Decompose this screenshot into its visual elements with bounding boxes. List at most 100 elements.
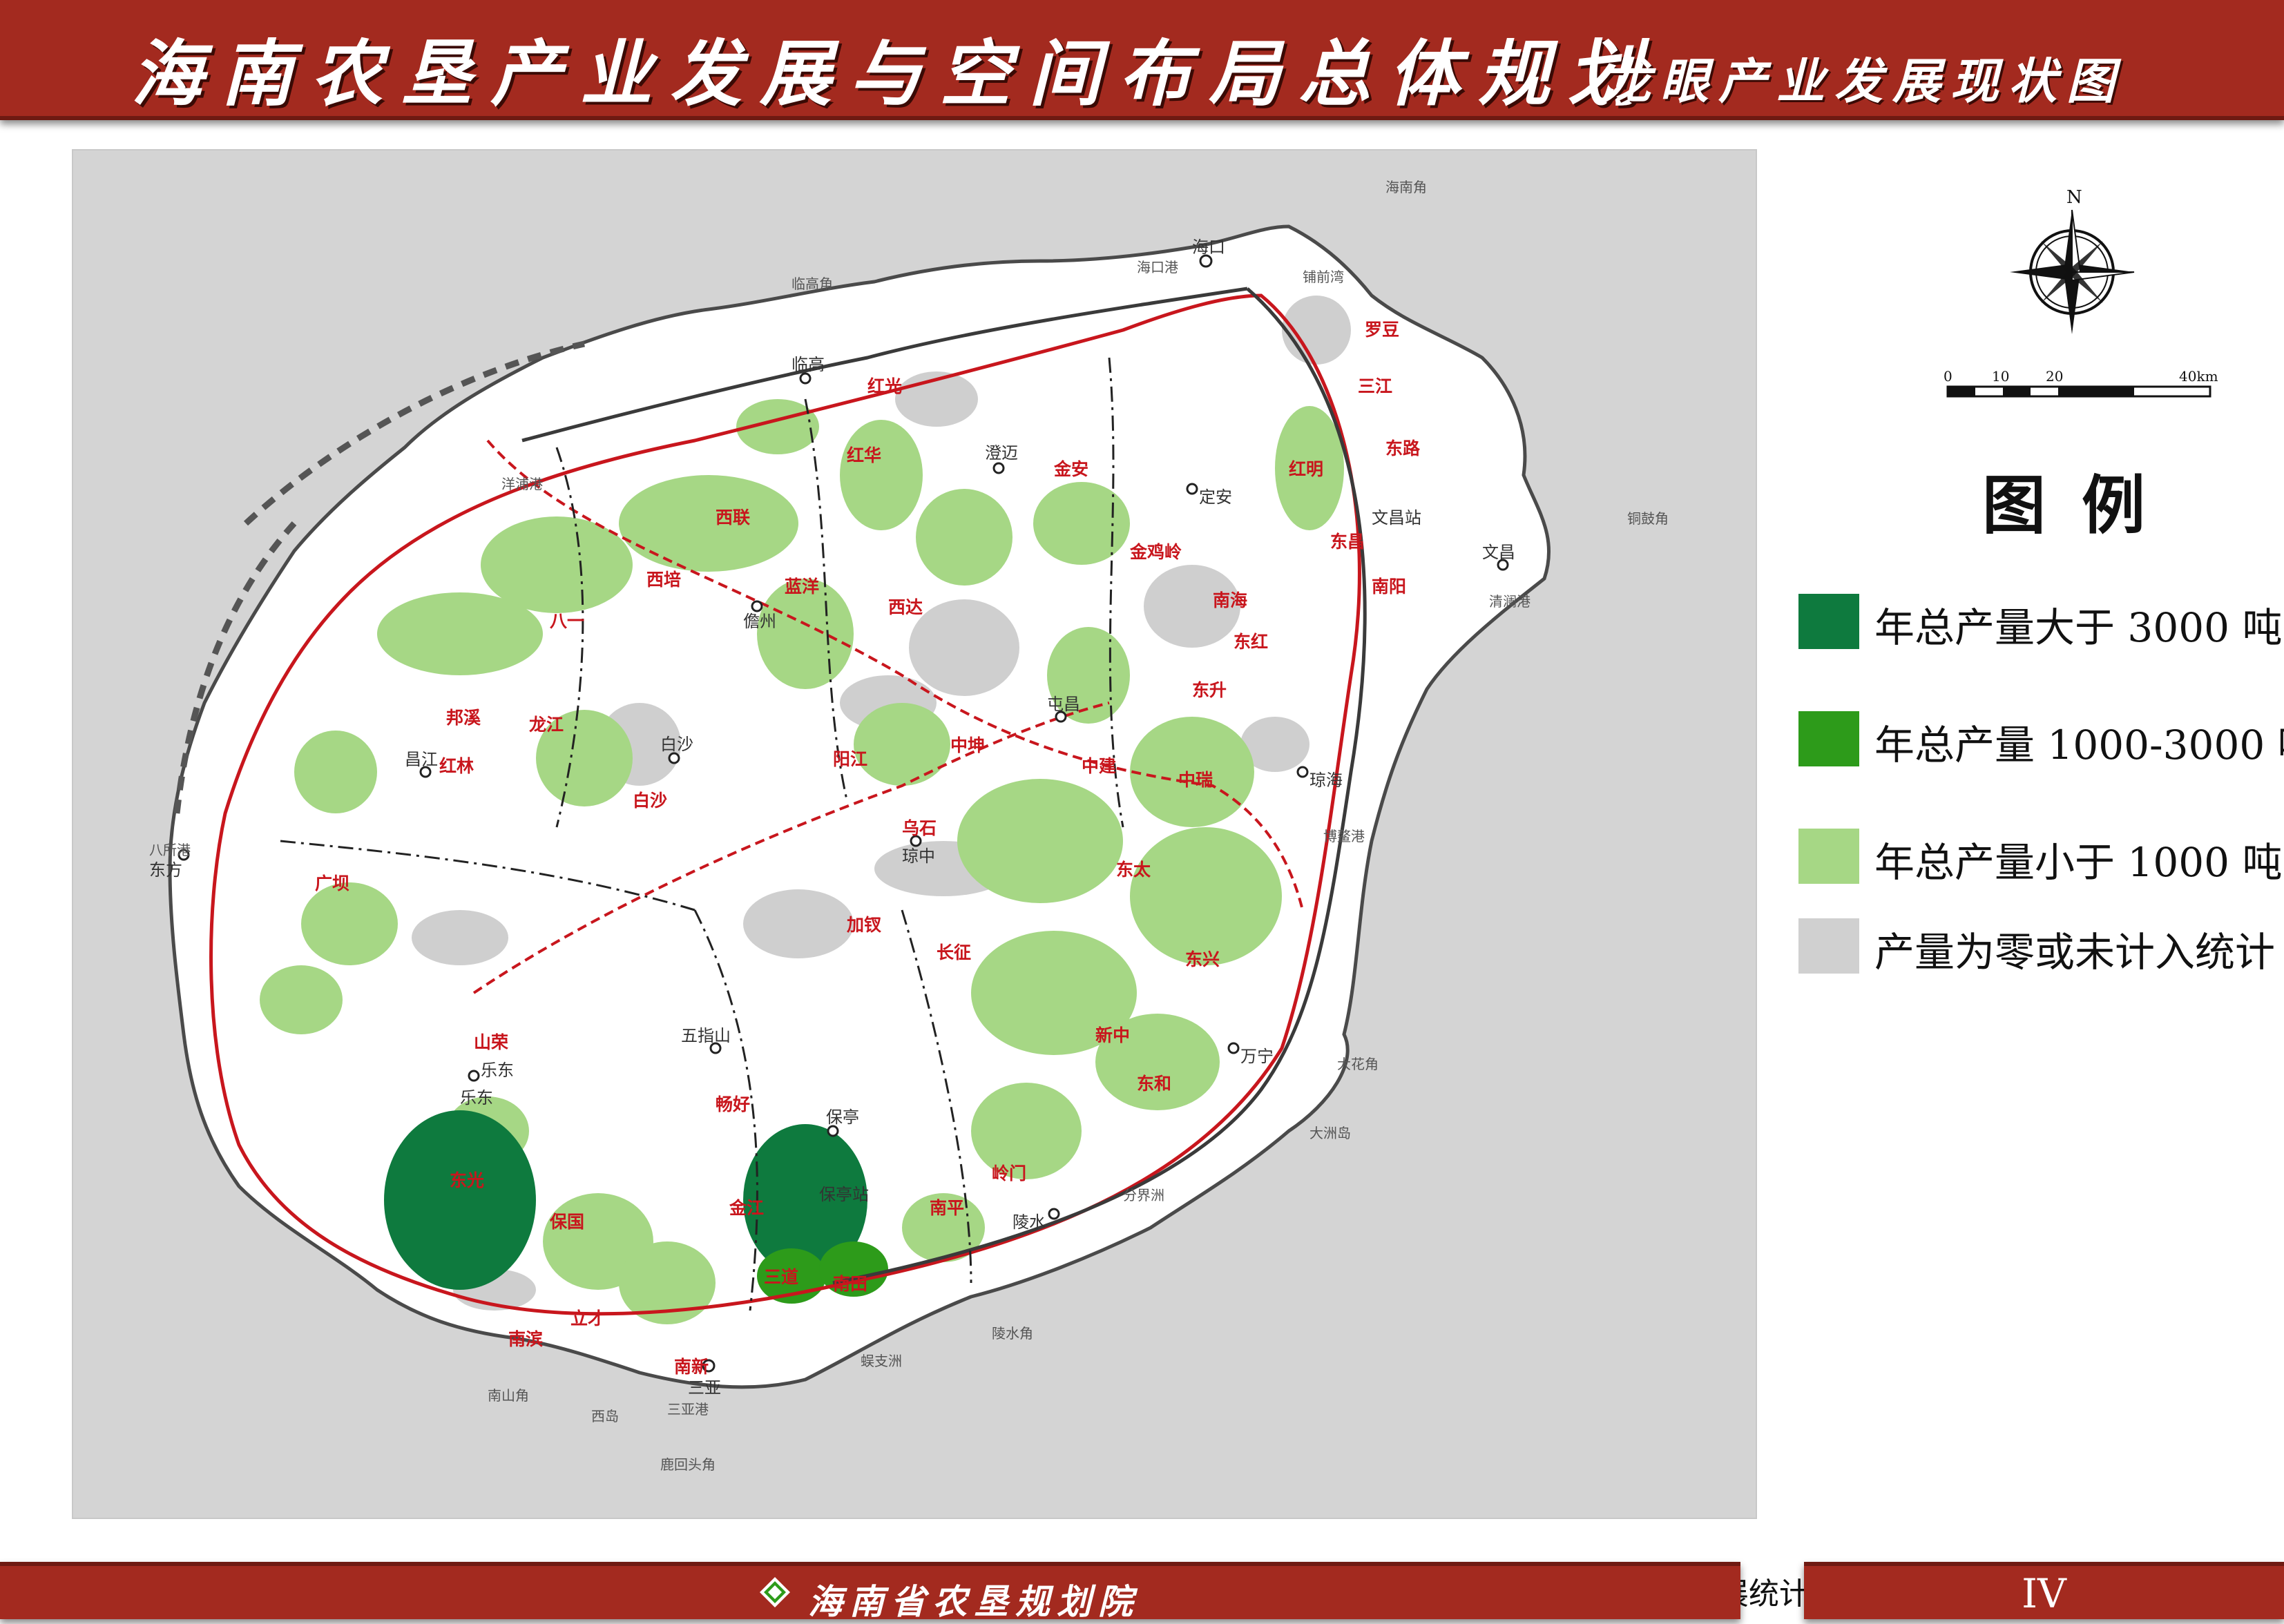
svg-text:海口港: 海口港 — [1137, 259, 1178, 276]
city-lingao: 临高 — [791, 355, 825, 385]
railways — [521, 287, 1367, 1285]
svg-text:三亚: 三亚 — [688, 1378, 721, 1398]
city-sanya: 三亚 — [688, 1359, 721, 1398]
farm-label: 立才 — [570, 1308, 605, 1328]
page-number-banner: IV — [1804, 1562, 2284, 1619]
county-boundaries — [280, 357, 1124, 1311]
legend-title: 图例 — [1982, 469, 2182, 543]
svg-text:40km: 40km — [2179, 368, 2218, 385]
farm-label: 蓝洋 — [785, 577, 819, 597]
svg-text:屯昌: 屯昌 — [1047, 695, 1080, 714]
farm-labels: 罗豆 三江 东路 红明 东昌 南阳 红光 红华 西联 西培 八一 蓝洋 西达 金… — [315, 320, 1421, 1377]
legend-swatch — [1798, 711, 1859, 766]
map-panel: 海口 临高 澄迈 定安 文昌 儋州 屯昌 琼海 白沙 琼中 万宁 昌江 东方 乐… — [72, 149, 1870, 1612]
city-baisha: 白沙 — [660, 735, 693, 764]
svg-text:琼中: 琼中 — [902, 847, 935, 866]
legend-label: 年总产量大于 3000 吨 — [1874, 604, 2283, 651]
city-qionghai: 琼海 — [1296, 766, 1343, 790]
farm-label: 南田 — [833, 1274, 867, 1294]
legend-label: 年总产量小于 1000 吨 — [1874, 839, 2283, 886]
title-banner: 海南农垦产业发展与空间布局总体规划 龙眼产业发展现状图 — [0, 0, 2284, 120]
farm-label: 东红 — [1234, 632, 1268, 652]
farm-label: 红明 — [1289, 459, 1323, 479]
farm-label: 中建 — [1082, 756, 1116, 776]
legend-label: 年总产量 1000-3000 吨 — [1874, 722, 2284, 768]
svg-text:博鳌港: 博鳌港 — [1323, 828, 1365, 844]
farm-label: 南新 — [674, 1357, 709, 1377]
svg-text:陵水: 陵水 — [1013, 1212, 1046, 1232]
city-baoting: 保亭 — [826, 1108, 859, 1137]
farm-label: 东兴 — [1185, 949, 1220, 969]
svg-text:南山角: 南山角 — [488, 1387, 529, 1404]
svg-text:文昌站: 文昌站 — [1372, 508, 1421, 528]
expressway — [209, 293, 1361, 1316]
svg-text:五指山: 五指山 — [681, 1026, 731, 1045]
farm-label: 南平 — [930, 1198, 964, 1218]
farm-label: 西联 — [716, 508, 750, 528]
svg-text:海南角: 海南角 — [1385, 179, 1427, 195]
svg-text:洋浦港: 洋浦港 — [501, 476, 543, 492]
legend-label: 产量为零或未计入统计 — [1874, 929, 2276, 976]
organization-name: 海南省农垦规划院 — [808, 1581, 1140, 1622]
over-3000-areas — [384, 1110, 867, 1290]
svg-text:铜鼓角: 铜鼓角 — [1627, 510, 1669, 527]
city-wanning: 万宁 — [1227, 1042, 1274, 1066]
svg-text:临高角: 临高角 — [791, 276, 833, 292]
zero-production-areas — [412, 296, 1351, 1311]
legend-item-1000-3000: 年总产量 1000-3000 吨 — [1798, 711, 2284, 768]
planned-roads — [472, 439, 1304, 994]
farm-label: 邦溪 — [446, 708, 481, 728]
farm-label: 西达 — [888, 597, 923, 617]
city-changjiang: 昌江 — [405, 750, 438, 778]
farm-label: 加钗 — [846, 915, 881, 935]
svg-text:定安: 定安 — [1199, 487, 1232, 507]
city-danzhou: 儋州 — [743, 600, 776, 631]
sea-labels: 海南角 铺前湾 海口港 临高角 洋浦港 八所港 铜鼓角 清澜港 博鳌港 大花角 … — [149, 179, 1669, 1473]
city-wuzhishan: 五指山 — [681, 1026, 731, 1054]
legend-swatch — [1798, 918, 1859, 974]
svg-text:海口: 海口 — [1192, 238, 1225, 257]
farm-label: 东和 — [1137, 1074, 1171, 1094]
city-dongfang: 东方 — [149, 849, 190, 880]
farm-label: 南海 — [1213, 590, 1247, 610]
svg-text:儋州: 儋州 — [743, 612, 776, 631]
compass-rose-icon: N — [2010, 187, 2135, 334]
farm-label: 三道 — [764, 1267, 798, 1287]
page-number: IV — [2022, 1570, 2066, 1617]
svg-text:大花角: 大花角 — [1337, 1056, 1379, 1072]
city-dingan: 定安 — [1186, 483, 1232, 507]
city-markers: 海口 临高 澄迈 定安 文昌 儋州 屯昌 琼海 白沙 琼中 万宁 昌江 东方 乐… — [149, 238, 1515, 1398]
farm-label: 西培 — [646, 570, 681, 590]
legend-swatch — [1798, 829, 1859, 884]
legend-swatch — [1798, 594, 1859, 649]
svg-text:20: 20 — [2046, 368, 2063, 385]
svg-text:铺前湾: 铺前湾 — [1303, 269, 1344, 285]
farm-label: 中坤 — [950, 735, 985, 755]
main-title: 海南农垦产业发展与空间布局总体规划 — [131, 31, 1658, 116]
farm-label: 东升 — [1192, 680, 1227, 700]
farm-label: 南阳 — [1372, 577, 1406, 597]
scale-bar: 0 10 20 40km — [1944, 368, 2218, 398]
svg-text:0: 0 — [1944, 368, 1952, 385]
farm-label: 东路 — [1385, 438, 1421, 458]
farm-label: 东太 — [1116, 860, 1151, 880]
city-haikou: 海口 — [1192, 238, 1225, 268]
map-subtitle: 龙眼产业发展现状图 — [1602, 52, 2124, 110]
svg-text:保亭: 保亭 — [826, 1108, 859, 1127]
svg-text:10: 10 — [1992, 368, 2009, 385]
farm-label: 新中 — [1095, 1025, 1130, 1045]
island-landmass — [168, 224, 1551, 1389]
svg-text:东方: 东方 — [149, 860, 182, 880]
svg-text:三亚港: 三亚港 — [667, 1401, 709, 1418]
legend-item-zero: 产量为零或未计入统计 — [1798, 918, 2275, 976]
svg-text:八所港: 八所港 — [149, 842, 191, 858]
svg-text:临高: 临高 — [791, 355, 825, 374]
svg-text:乐东: 乐东 — [481, 1061, 514, 1080]
svg-text:乐东: 乐东 — [460, 1088, 493, 1108]
city-wenchang: 文昌 — [1482, 543, 1515, 571]
farm-label: 畅好 — [716, 1094, 750, 1114]
farm-label: 罗豆 — [1365, 320, 1399, 340]
city-ledong: 乐东 — [468, 1061, 514, 1082]
svg-text:澄迈: 澄迈 — [985, 443, 1018, 463]
svg-text:西岛: 西岛 — [591, 1408, 619, 1424]
